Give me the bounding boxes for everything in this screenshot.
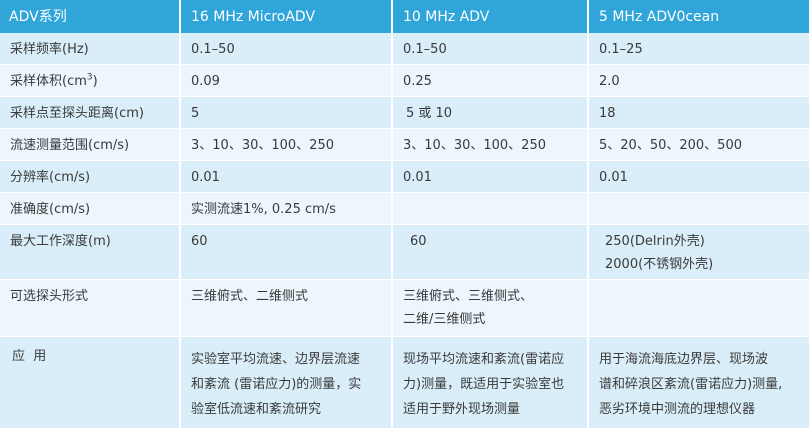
cell-16mhz: 实验室平均流速、边界层流速 和紊流 (雷诺应力)的测量，实 验室低流速和紊流研究 (180, 336, 393, 429)
label-superscript: 3 (86, 72, 93, 83)
cell-line: 验室低流速和紊流研究 (191, 402, 322, 417)
cell-line: 用于海流海底边界层、现场波 (599, 352, 769, 367)
row-label: 采样频率(Hz) (0, 33, 181, 65)
table-row: 应 用 实验室平均流速、边界层流速 和紊流 (雷诺应力)的测量，实 验室低流速和… (0, 336, 810, 429)
cell-line: 二维/三维侧式 (403, 312, 486, 327)
row-label: 采样点至探头距离(cm) (0, 96, 181, 129)
table-row: 最大工作深度(m) 60 60 250(Delrin外壳) 2000(不锈钢外壳… (0, 224, 810, 280)
cell-5mhz (588, 279, 810, 337)
cell-line: 适用于野外现场测量 (403, 402, 521, 417)
cell-16mhz: 实测流速1%, 0.25 cm/s (180, 192, 393, 225)
cell-5mhz (588, 192, 810, 225)
cell-text: 60 (410, 234, 427, 249)
cell-5mhz: 0.01 (588, 160, 810, 193)
cell-10mhz: 0.25 (392, 64, 589, 97)
label-text: 采样体积(cm (10, 74, 87, 89)
cell-line: 力)测量，既适用于实验室也 (403, 377, 565, 392)
cell-text: 5 或 10 (406, 106, 453, 121)
cell-10mhz: 0.1–50 (392, 33, 589, 65)
cell-10mhz: 5 或 10 (392, 96, 589, 129)
cell-line: 三维俯式、三维侧式、 (403, 289, 534, 304)
table-row: 采样体积(cm3) 0.09 0.25 2.0 (0, 64, 810, 97)
cell-10mhz: 现场平均流速和紊流(雷诺应 力)测量，既适用于实验室也 适用于野外现场测量 (392, 336, 589, 429)
cell-10mhz: 3、10、30、100、250 (392, 128, 589, 161)
cell-line: 实验室平均流速、边界层流速 (191, 352, 361, 367)
cell-5mhz: 用于海流海底边界层、现场波 谱和碎浪区紊流(雷诺应力)测量, 恶劣环境中测流的理… (588, 336, 810, 429)
cell-16mhz: 三维俯式、二维侧式 (180, 279, 393, 337)
cell-16mhz: 3、10、30、100、250 (180, 128, 393, 161)
cell-5mhz: 18 (588, 96, 810, 129)
header-10mhz-adv: 10 MHz ADV (392, 0, 589, 33)
cell-16mhz: 0.1–50 (180, 33, 393, 65)
cell-10mhz: 三维俯式、三维侧式、 二维/三维侧式 (392, 279, 589, 337)
row-label: 可选探头形式 (0, 279, 181, 337)
cell-16mhz: 0.01 (180, 160, 393, 193)
table-row: 采样点至探头距离(cm) 5 5 或 10 18 (0, 96, 810, 129)
cell-line: 2000(不锈钢外壳) (605, 257, 714, 272)
cell-10mhz: 0.01 (392, 160, 589, 193)
header-series: ADV系列 (0, 0, 181, 33)
cell-16mhz: 0.09 (180, 64, 393, 97)
cell-line: 谱和碎浪区紊流(雷诺应力)测量, (599, 377, 783, 392)
row-label: 分辨率(cm/s) (0, 160, 181, 193)
cell-5mhz: 5、20、50、200、500 (588, 128, 810, 161)
cell-line: 恶劣环境中测流的理想仪器 (599, 402, 756, 417)
cell-10mhz (392, 192, 589, 225)
cell-5mhz: 0.1–25 (588, 33, 810, 65)
table-row: 可选探头形式 三维俯式、二维侧式 三维俯式、三维侧式、 二维/三维侧式 (0, 279, 810, 337)
cell-16mhz: 5 (180, 96, 393, 129)
label-text: 应 用 (12, 349, 47, 364)
row-label: 应 用 (0, 336, 181, 429)
table-row: 准确度(cm/s) 实测流速1%, 0.25 cm/s (0, 192, 810, 225)
cell-5mhz: 250(Delrin外壳) 2000(不锈钢外壳) (588, 224, 810, 280)
table-row: 分辨率(cm/s) 0.01 0.01 0.01 (0, 160, 810, 193)
header-16mhz-microadv: 16 MHz MicroADV (180, 0, 393, 33)
table-row: 流速测量范围(cm/s) 3、10、30、100、250 3、10、30、100… (0, 128, 810, 161)
header-row: ADV系列 16 MHz MicroADV 10 MHz ADV 5 MHz A… (0, 0, 810, 33)
cell-5mhz: 2.0 (588, 64, 810, 97)
cell-line: 和紊流 (雷诺应力)的测量，实 (191, 377, 362, 392)
cell-line: 250(Delrin外壳) (605, 234, 705, 249)
cell-10mhz: 60 (392, 224, 589, 280)
cell-line: 现场平均流速和紊流(雷诺应 (403, 352, 565, 367)
cell-16mhz: 60 (180, 224, 393, 280)
row-label: 准确度(cm/s) (0, 192, 181, 225)
row-label: 采样体积(cm3) (0, 64, 181, 97)
label-text: ) (92, 74, 98, 89)
table-row: 采样频率(Hz) 0.1–50 0.1–50 0.1–25 (0, 33, 810, 65)
header-5mhz-advocean: 5 MHz ADV0cean (588, 0, 810, 33)
row-label: 流速测量范围(cm/s) (0, 128, 181, 161)
row-label: 最大工作深度(m) (0, 224, 181, 280)
